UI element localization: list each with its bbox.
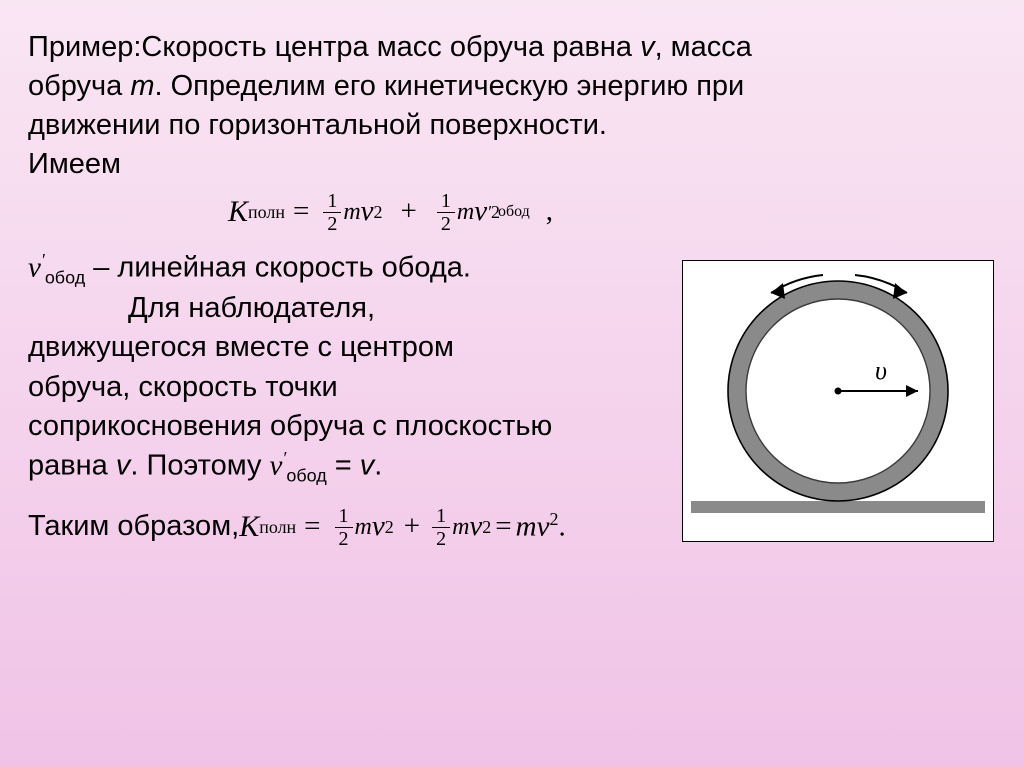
line-4: Имеем	[28, 145, 996, 184]
plus1: +	[401, 192, 417, 231]
t2a: обруча	[28, 70, 130, 102]
term2: 12 mv′2обод	[435, 191, 530, 234]
line-9: соприкосновения обруча с плоскостью	[28, 407, 688, 446]
t1: Пример:Скорость центра масс обруча равна	[28, 31, 640, 63]
term1: 12 mv2	[321, 191, 382, 234]
line-6: Для наблюдателя,	[28, 289, 688, 328]
t2b: . Определим его кинетическую энергию при	[155, 70, 745, 102]
t1b: , масса	[655, 31, 752, 63]
v1: v	[640, 31, 655, 63]
comma1: ,	[546, 192, 553, 231]
K: K	[228, 192, 248, 233]
eq1: =	[293, 192, 309, 231]
m1: m	[130, 70, 154, 102]
line-3: движении по горизонтальной поверхности.	[28, 106, 996, 145]
velocity-label: υ	[875, 356, 887, 385]
line-7: движущегося вместе с центром	[28, 328, 688, 367]
line-5: v′обод – линейная скорость обода.	[28, 248, 688, 290]
main-equation: Kполн = 12 mv2 + 12 mv′2обод ,	[28, 191, 996, 234]
poln1: полн	[248, 200, 285, 224]
line-10: равна v. Поэтому v′обод = v.	[28, 446, 688, 488]
text-block-2: v′обод – линейная скорость обода. Для на…	[28, 248, 688, 488]
t5a: – линейная скорость обода.	[93, 251, 471, 283]
hoop-diagram: υ	[682, 260, 994, 542]
line-2: обруча m. Определим его кинетическую эне…	[28, 67, 996, 106]
hoop-svg: υ	[683, 261, 993, 541]
surface-rect	[691, 501, 985, 513]
line-1: Пример:Скорость центра масс обруча равна…	[28, 28, 996, 67]
line-8: обруча, скорость точки	[28, 368, 688, 407]
